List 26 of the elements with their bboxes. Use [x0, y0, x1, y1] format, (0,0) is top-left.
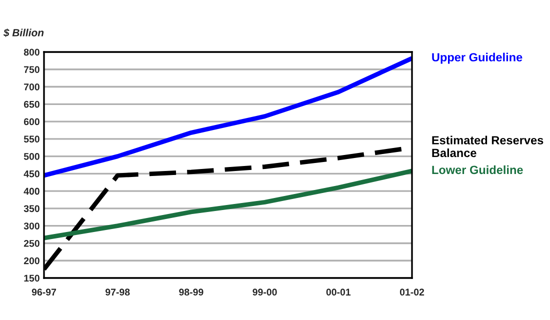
y-tick-label: 550 — [24, 136, 40, 143]
y-tick-label: 150 — [24, 274, 40, 282]
y-tick-label: 650 — [24, 100, 40, 108]
y-tick-label: 300 — [24, 222, 40, 230]
series-label: Estimated Reserves Balance — [432, 136, 544, 158]
x-tick-label: 01-02 — [400, 288, 424, 296]
x-tick-label: 96-97 — [32, 288, 56, 296]
y-tick-label: 400 — [24, 188, 40, 195]
x-tick-label: 00-01 — [326, 288, 351, 296]
series-label: Upper Guideline — [432, 52, 522, 64]
x-tick-label: 97-98 — [106, 288, 130, 296]
y-tick-label: 200 — [24, 257, 40, 264]
series-label: Lower Guideline — [432, 165, 523, 174]
y-tick-label: 600 — [24, 118, 40, 126]
x-tick-label: 98-99 — [179, 288, 204, 296]
y-tick-label: 750 — [24, 66, 40, 74]
y-tick-label: 250 — [24, 240, 40, 247]
x-tick-label: 99-00 — [252, 288, 277, 296]
y-tick-label: 800 — [24, 48, 40, 56]
y-tick-label: 450 — [24, 170, 40, 178]
y-tick-label: 500 — [24, 153, 40, 160]
y-axis-title: $ Billion — [3, 28, 44, 38]
line-series — [44, 56, 412, 178]
line-series — [44, 168, 412, 240]
y-tick-label: 350 — [24, 205, 40, 212]
y-tick-label: 700 — [24, 84, 40, 90]
